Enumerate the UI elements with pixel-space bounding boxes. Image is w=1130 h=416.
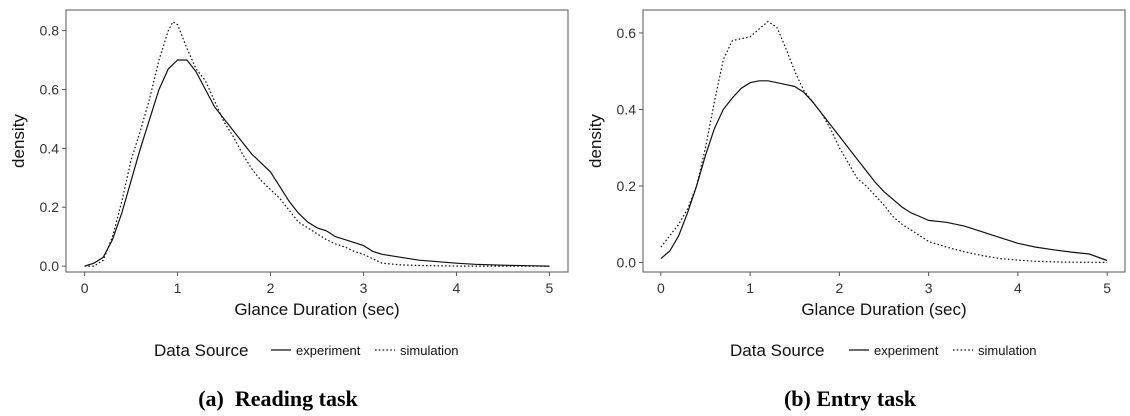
x-tick-label: 2 <box>267 280 275 296</box>
series-line-simulation <box>660 20 1108 263</box>
y-axis-title: density <box>586 114 605 168</box>
x-tick-label: 1 <box>746 280 754 296</box>
y-tick-label: 0.8 <box>40 23 60 39</box>
x-tick-label: 5 <box>1103 280 1111 296</box>
series-line-experiment <box>660 80 1108 262</box>
x-tick-label: 3 <box>925 280 933 296</box>
y-tick-label: 0.2 <box>40 199 60 215</box>
legend-label-simulation: simulation <box>400 343 459 358</box>
x-tick-label: 1 <box>174 280 182 296</box>
y-tick-label: 0.6 <box>617 25 637 41</box>
legend: Data Source experiment simulation <box>154 341 459 360</box>
y-tick-label: 0.0 <box>40 258 60 274</box>
axis-ticks: 0 1 2 3 4 5 0.0 0.2 0.4 0.6 0.8 <box>40 23 554 296</box>
series-line-experiment <box>84 59 550 267</box>
x-axis-title: Glance Duration (sec) <box>234 300 399 319</box>
y-tick-label: 0.4 <box>40 140 60 156</box>
legend-title: Data Source <box>730 341 825 360</box>
series-lines <box>84 20 550 267</box>
x-tick-label: 4 <box>453 280 461 296</box>
legend-label-simulation: simulation <box>978 343 1037 358</box>
series-lines <box>660 20 1108 263</box>
caption-entry: (b) Entry task <box>784 386 917 411</box>
plot-area <box>642 9 1126 273</box>
legend: Data Source experiment simulation <box>730 341 1037 360</box>
legend-title: Data Source <box>154 341 249 360</box>
x-tick-label: 0 <box>657 280 665 296</box>
chart-panel-entry: 0 1 2 3 4 5 0.0 0.2 0.4 0.6 Glance Duration (sec)… <box>586 9 1126 411</box>
series-line-simulation <box>84 20 550 267</box>
y-tick-label: 0.0 <box>617 254 637 270</box>
x-tick-label: 3 <box>360 280 368 296</box>
legend-label-experiment: experiment <box>296 343 361 358</box>
plot-area <box>65 9 569 273</box>
y-tick-label: 0.6 <box>40 81 60 97</box>
y-tick-label: 0.2 <box>617 178 637 194</box>
caption-reading: (a) Reading task <box>198 386 358 411</box>
x-tick-label: 0 <box>81 280 89 296</box>
axis-ticks: 0 1 2 3 4 5 0.0 0.2 0.4 0.6 <box>617 25 1112 296</box>
x-tick-label: 2 <box>835 280 843 296</box>
x-tick-label: 5 <box>546 280 554 296</box>
legend-label-experiment: experiment <box>874 343 939 358</box>
x-axis-title: Glance Duration (sec) <box>801 300 966 319</box>
chart-panel-reading: 0 1 2 3 4 5 0.0 0.2 0.4 0.6 0.8 Glance Duration (s… <box>9 9 569 411</box>
x-tick-label: 4 <box>1014 280 1022 296</box>
y-axis-title: density <box>9 114 28 168</box>
y-tick-label: 0.4 <box>617 101 637 117</box>
